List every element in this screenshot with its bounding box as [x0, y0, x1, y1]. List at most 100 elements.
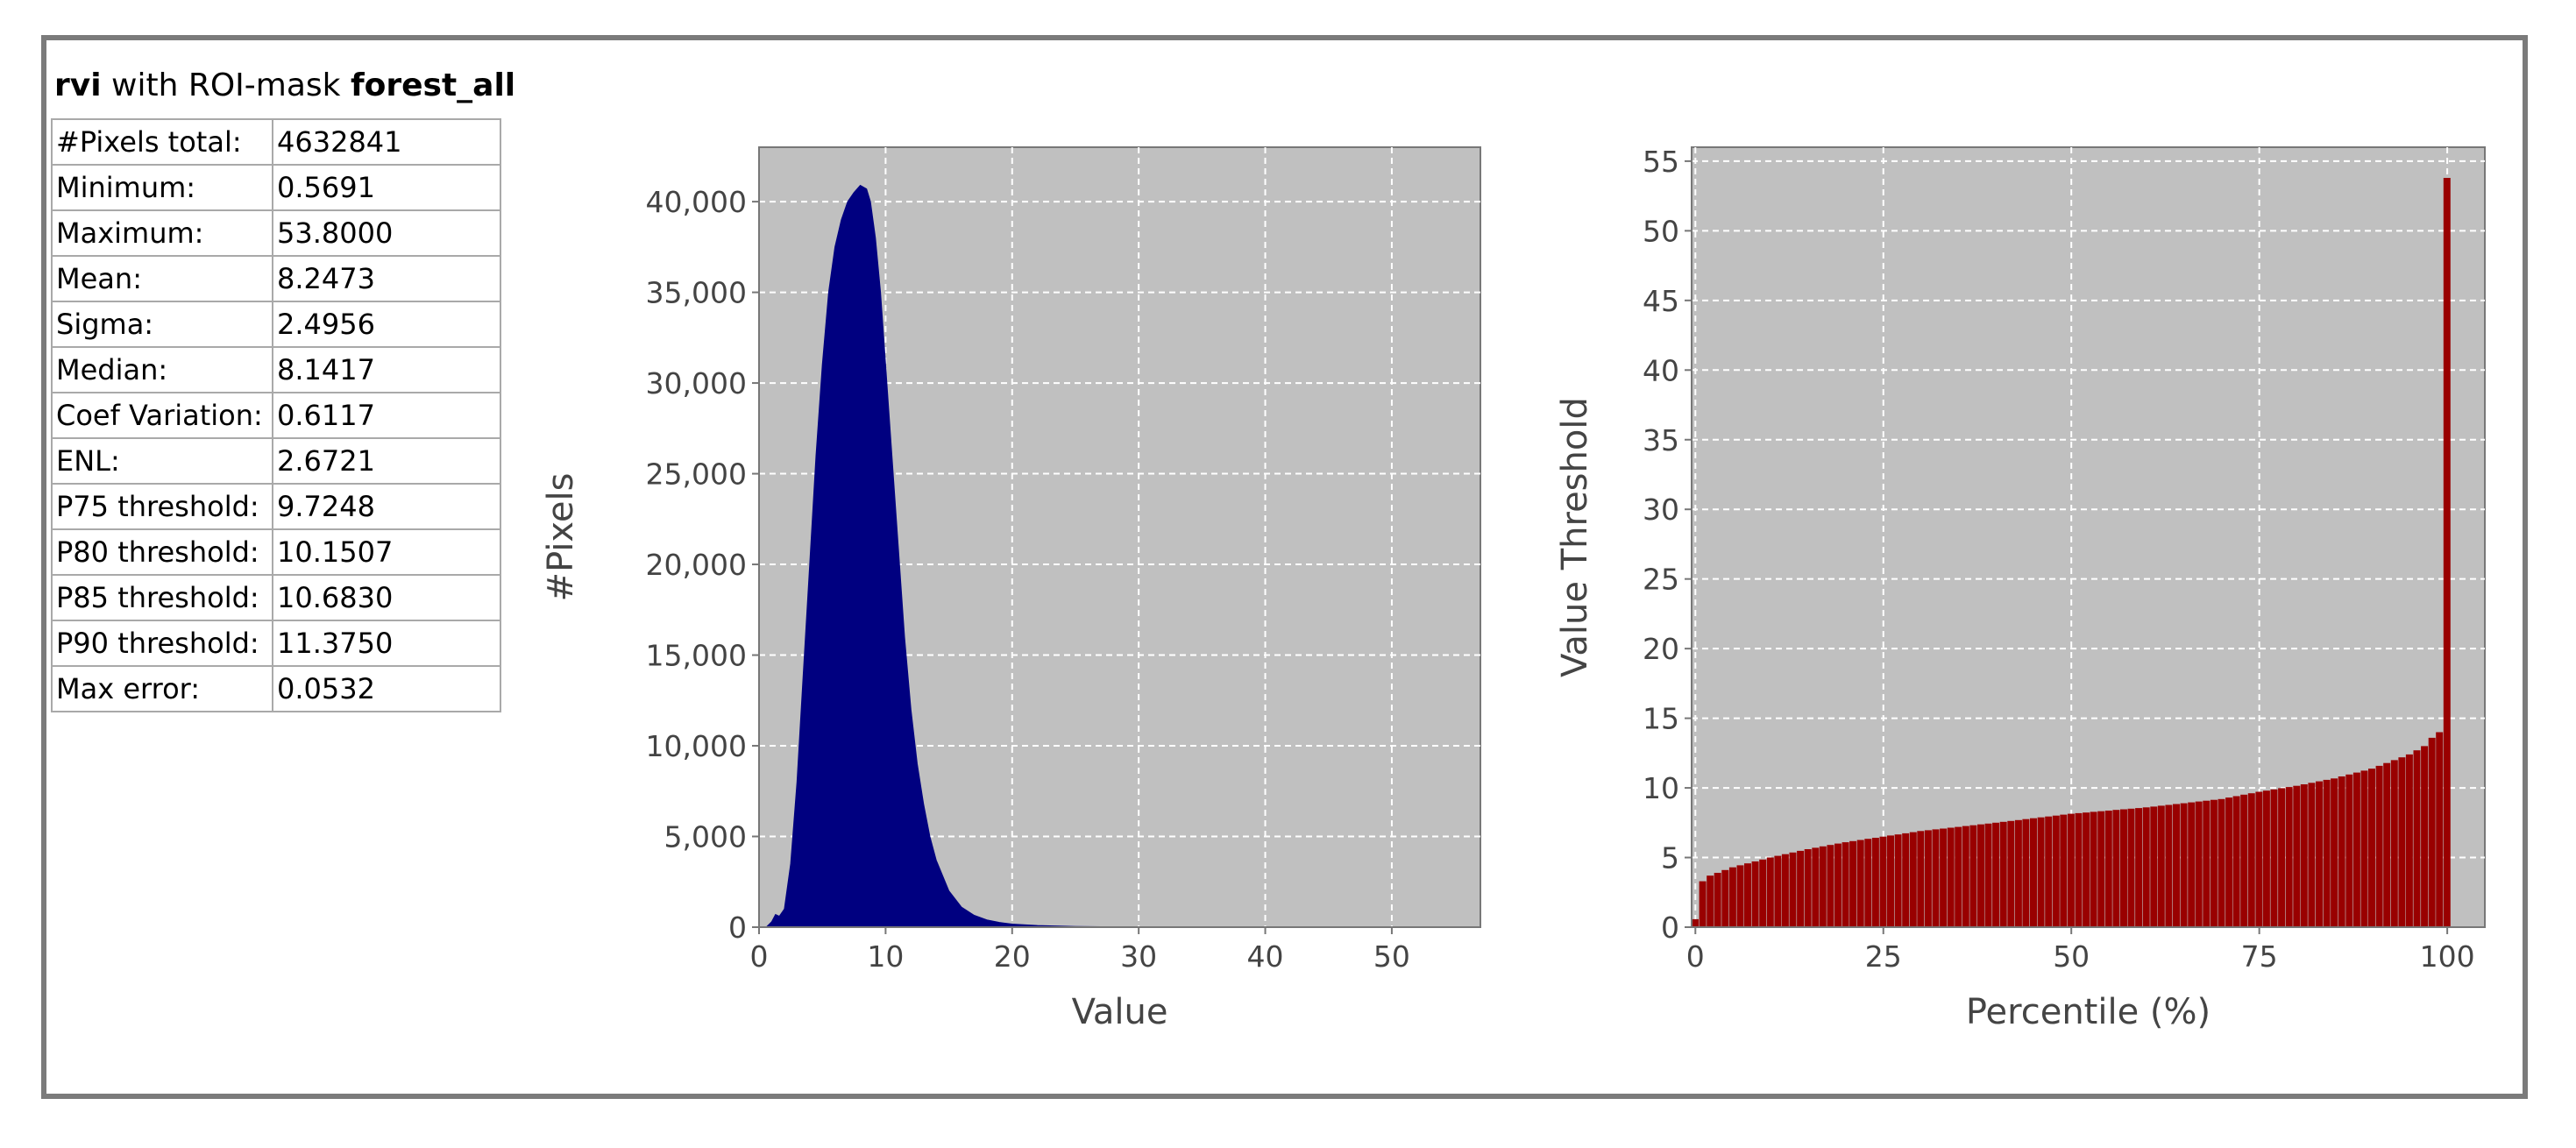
- hist-x-tick-label: 30: [1120, 939, 1157, 974]
- hist-y-tick-label: 40,000: [646, 185, 747, 219]
- stat-value: 9.7248: [272, 483, 501, 530]
- percentile-bar: [2104, 811, 2112, 927]
- pct-y-tick-label: 40: [1643, 353, 1679, 387]
- percentile-bar: [2037, 817, 2045, 927]
- percentile-bar: [1947, 827, 1955, 927]
- percentile-bar: [1751, 861, 1759, 927]
- histogram-area: [765, 184, 1440, 927]
- stat-value: 0.6117: [272, 392, 501, 439]
- percentile-bar: [2331, 778, 2338, 927]
- percentile-bar: [2413, 750, 2421, 927]
- percentile-bar: [2308, 783, 2316, 927]
- pct-y-tick-label: 25: [1643, 563, 1679, 597]
- percentile-bar: [1856, 840, 1864, 927]
- percentile-bar: [1955, 826, 1962, 927]
- percentile-bar: [2300, 784, 2308, 927]
- percentile-bar: [1728, 867, 1736, 927]
- table-row: Median: 8.1417: [51, 346, 501, 393]
- hist-y-axis-label: #Pixels: [541, 473, 581, 602]
- percentile-bar: [1744, 863, 1751, 927]
- pct-y-tick-label: 55: [1643, 145, 1679, 179]
- pct-y-tick-label: 5: [1661, 841, 1679, 875]
- percentile-bar: [2338, 776, 2345, 927]
- histogram-chart: 0 10 20 30 40 50 0 5,000 10,000 15,000 20,000 25,00…: [541, 146, 1481, 1032]
- percentile-bar: [2352, 772, 2360, 927]
- pct-y-tick-label: 30: [1643, 493, 1679, 527]
- percentile-bar: [1797, 850, 1805, 927]
- percentile-bar: [2142, 807, 2150, 927]
- hist-x-tick-label: 40: [1247, 939, 1284, 974]
- percentile-bar: [2360, 770, 2368, 927]
- percentile-bar: [2390, 760, 2398, 927]
- percentile-bar: [1992, 822, 2000, 927]
- percentile-bar: [1834, 843, 1842, 927]
- percentile-bar: [1894, 834, 1902, 927]
- percentile-bar: [1871, 838, 1879, 927]
- percentile-bar: [2022, 818, 2030, 927]
- percentile-bar: [1969, 825, 1977, 927]
- band-name: rvi: [54, 67, 102, 103]
- hist-y-tick-label: 30,000: [646, 366, 747, 400]
- percentile-bar: [1789, 852, 1797, 927]
- pct-x-tick-label: 100: [2420, 939, 2475, 974]
- percentile-bar: [2278, 788, 2286, 927]
- percentile-bar: [2203, 800, 2211, 927]
- percentile-bar: [1766, 857, 1774, 927]
- stat-value: 0.0532: [272, 665, 501, 712]
- stat-label: P80 threshold:: [51, 528, 273, 576]
- hist-x-tick-label: 50: [1373, 939, 1410, 974]
- percentile-bar: [1699, 881, 1707, 927]
- percentile-bar: [2375, 765, 2383, 927]
- stat-label: Mean:: [51, 255, 273, 302]
- mask-name: forest_all: [350, 67, 516, 103]
- percentile-bar: [2316, 781, 2323, 927]
- percentile-bar: [1849, 840, 1857, 927]
- table-row: Mean: 8.2473: [51, 255, 501, 302]
- stat-label: ENL:: [51, 437, 273, 485]
- percentile-bar: [1977, 824, 1984, 927]
- percentile-bar: [1924, 830, 1932, 927]
- percentile-bar: [2045, 816, 2053, 927]
- statistics-table: #Pixels total: 4632841 Minimum: 0.5691 Max…: [51, 118, 501, 712]
- percentile-bar: [2097, 811, 2105, 927]
- table-row: Coef Variation: 0.6117: [51, 392, 501, 439]
- percentile-bar: [1736, 865, 1744, 927]
- stat-label: Maximum:: [51, 209, 273, 257]
- pct-x-tick-label: 0: [1686, 939, 1705, 974]
- percentile-bar: [1887, 835, 1894, 927]
- percentile-bar: [1909, 832, 1917, 927]
- table-row: Sigma: 2.4956: [51, 301, 501, 348]
- percentile-bar: [2195, 801, 2203, 927]
- percentile-bar: [1774, 855, 1782, 927]
- percentile-bar: [2180, 803, 2188, 927]
- percentile-bar: [2067, 813, 2075, 927]
- percentile-bar: [1932, 829, 1940, 927]
- percentile-bar: [1842, 842, 1849, 927]
- title-connector: with ROI-mask: [101, 67, 351, 103]
- hist-x-tick-label: 10: [867, 939, 904, 974]
- percentile-bar: [2007, 820, 2015, 927]
- percentile-bar: [2323, 779, 2331, 927]
- pct-y-tick-label: 15: [1643, 702, 1679, 736]
- table-row: Maximum: 53.8000: [51, 209, 501, 257]
- stat-label: #Pixels total:: [51, 118, 273, 166]
- hist-x-axis-label: Value: [1072, 992, 1168, 1032]
- hist-y-tick-label: 10,000: [646, 729, 747, 763]
- percentile-bar: [2428, 737, 2436, 927]
- table-row: ENL: 2.6721: [51, 437, 501, 485]
- percentile-bar: [1759, 859, 1767, 927]
- percentile-bar: [2262, 790, 2270, 927]
- percentile-bar: [2255, 791, 2263, 927]
- percentile-bar: [2421, 746, 2429, 927]
- pct-y-tick-label: 0: [1661, 911, 1679, 945]
- hist-x-tick-label: 0: [750, 939, 769, 974]
- pct-y-tick-label: 50: [1643, 214, 1679, 248]
- table-row: P80 threshold: 10.1507: [51, 528, 501, 576]
- percentile-bar: [1879, 836, 1887, 927]
- percentile-bar: [1940, 828, 1948, 927]
- pct-x-tick-label: 25: [1865, 939, 1902, 974]
- percentile-bar: [2247, 793, 2255, 927]
- percentile-bar: [2225, 797, 2233, 927]
- percentile-bar: [2285, 787, 2293, 927]
- percentile-bar: [2060, 814, 2068, 927]
